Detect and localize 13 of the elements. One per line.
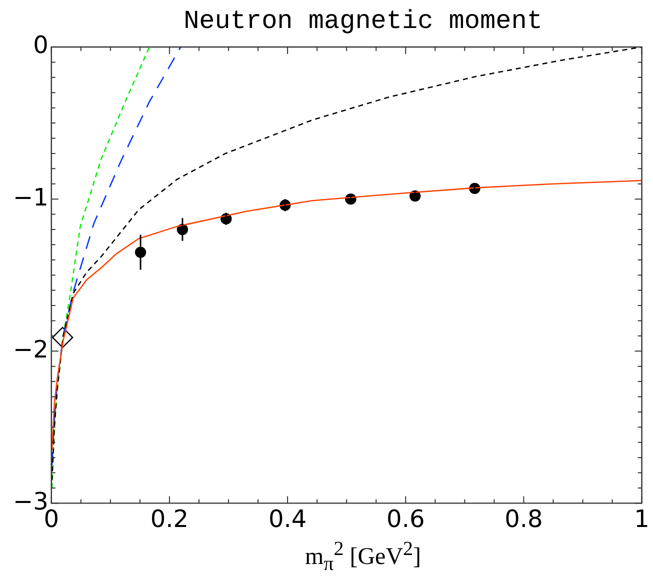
y-tick-label: −2 bbox=[12, 335, 48, 364]
x-tick-label: 0.6 bbox=[386, 504, 425, 533]
line-series bbox=[51, 47, 642, 482]
x-tick-label: 0.2 bbox=[150, 504, 189, 533]
chart-title: Neutron magnetic moment bbox=[182, 6, 544, 36]
x-tick-label: 0.8 bbox=[504, 504, 543, 533]
line-series bbox=[51, 47, 182, 466]
y-tick-label: −1 bbox=[12, 183, 48, 212]
x-axis-title: m$_{π}$$^{2}$ [GeV$^{2}$] bbox=[304, 538, 422, 576]
line-series bbox=[51, 47, 150, 489]
y-tick-label: 0 bbox=[33, 31, 48, 60]
x-tick-label: 1 bbox=[634, 504, 650, 533]
x-tick-label: 0.4 bbox=[268, 504, 307, 533]
